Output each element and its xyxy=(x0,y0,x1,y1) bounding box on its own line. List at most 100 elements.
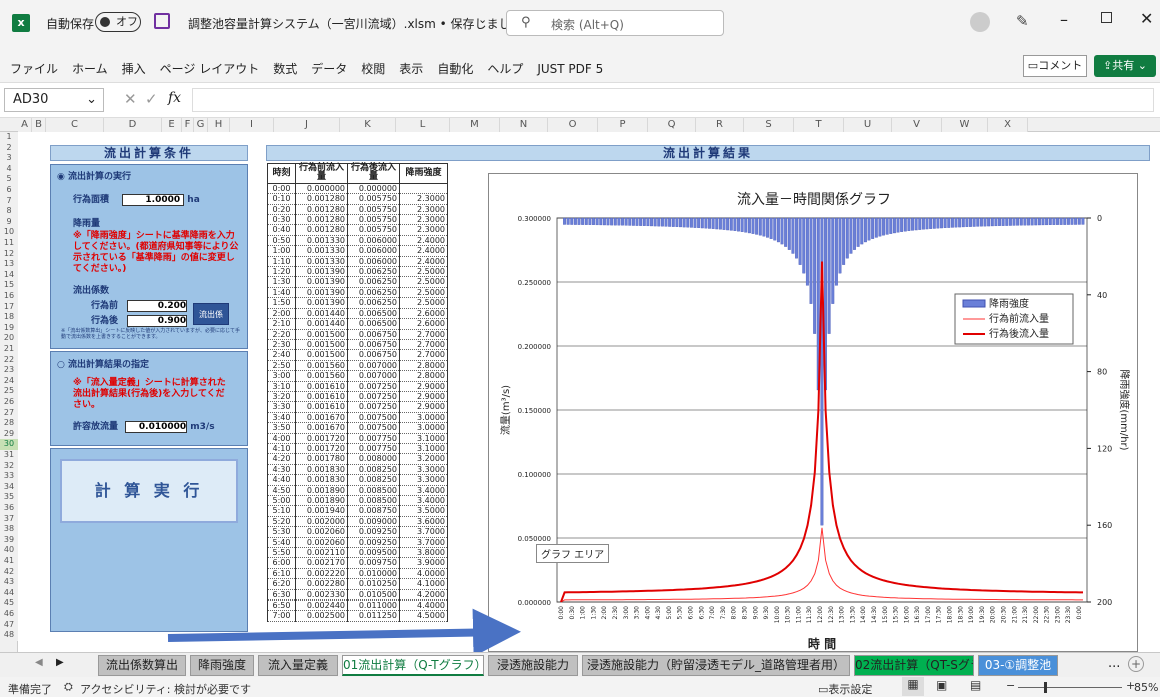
table-cell[interactable]: 0.002500 xyxy=(295,610,348,622)
table-cell[interactable]: 0.008750 xyxy=(347,505,400,517)
table-cell[interactable]: 0.000000 xyxy=(347,183,400,195)
table-cell[interactable]: 3:50 xyxy=(267,422,296,434)
comment-button[interactable]: ▭コメント xyxy=(1023,55,1087,77)
column-header[interactable]: B xyxy=(32,118,46,132)
table-cell[interactable]: 5:40 xyxy=(267,537,296,549)
column-header[interactable]: T xyxy=(794,118,844,132)
table-cell[interactable]: 1:20 xyxy=(267,266,296,278)
table-cell[interactable]: 0.006000 xyxy=(347,256,400,268)
table-cell[interactable]: 6:20 xyxy=(267,578,296,590)
row-header[interactable]: 32 xyxy=(0,460,18,472)
table-cell[interactable]: 1:10 xyxy=(267,256,296,268)
row-header[interactable]: 45 xyxy=(0,598,18,609)
table-cell[interactable]: 0.006250 xyxy=(347,297,400,309)
coef-after-field[interactable]: 0.900 xyxy=(127,315,188,327)
opt1-row[interactable]: ◉ 流出計算の実行 xyxy=(57,169,241,182)
table-cell[interactable]: 2.4000 xyxy=(399,256,448,268)
sheet-tab[interactable]: 03-①調整池 xyxy=(978,655,1058,676)
table-cell[interactable]: 0.006500 xyxy=(347,308,400,320)
table-cell[interactable]: 0.009750 xyxy=(347,557,400,569)
table-cell[interactable]: 0.006000 xyxy=(347,245,400,257)
autosave-toggle[interactable]: オフ xyxy=(95,12,141,32)
table-cell[interactable]: 0.001720 xyxy=(295,433,348,444)
row-header[interactable]: 31 xyxy=(0,450,18,461)
column-header[interactable]: A xyxy=(18,118,32,132)
table-cell[interactable]: 2.9000 xyxy=(399,381,448,392)
row-header[interactable]: 19 xyxy=(0,322,18,334)
table-cell[interactable]: 0.007750 xyxy=(347,433,400,444)
area-field[interactable]: 1.0000 xyxy=(122,194,185,206)
table-cell[interactable]: 6:50 xyxy=(267,600,296,612)
column-header[interactable]: J xyxy=(274,118,340,132)
table-cell[interactable]: 4.0000 xyxy=(399,568,448,580)
table-cell[interactable]: 4:50 xyxy=(267,485,296,497)
table-cell[interactable]: 0.006250 xyxy=(347,276,400,288)
table-cell[interactable]: 0.002060 xyxy=(295,526,348,538)
table-cell[interactable]: 0.009500 xyxy=(347,547,400,559)
sheet-tab[interactable]: 02流出計算（QT-Sグラフ） xyxy=(854,655,974,676)
column-header[interactable]: N xyxy=(500,118,548,132)
row-header[interactable]: 44 xyxy=(0,587,18,599)
table-cell[interactable]: 0.001890 xyxy=(295,495,348,507)
table-cell[interactable]: 2.8000 xyxy=(399,370,448,382)
table-cell[interactable]: 0.007250 xyxy=(347,391,400,403)
menu-item[interactable]: データ xyxy=(311,62,348,76)
table-cell[interactable]: 0.007250 xyxy=(347,401,400,413)
row-header[interactable]: 42 xyxy=(0,566,18,578)
table-cell[interactable]: 3.3000 xyxy=(399,464,448,476)
table-cell[interactable]: 0.005750 xyxy=(347,214,400,226)
table-cell[interactable]: 0.001500 xyxy=(295,329,348,340)
zoom-level[interactable]: 85% xyxy=(1134,681,1159,694)
table-cell[interactable]: 1:00 xyxy=(267,245,296,257)
table-cell[interactable]: 0.001280 xyxy=(295,214,348,226)
table-cell[interactable]: 0.006000 xyxy=(347,235,400,247)
table-cell[interactable] xyxy=(295,599,348,602)
menu-item[interactable]: ホーム xyxy=(72,62,108,76)
column-header[interactable]: K xyxy=(340,118,396,132)
menu-item[interactable]: 自動化 xyxy=(437,62,474,76)
row-header[interactable]: 12 xyxy=(0,248,18,260)
zoom-out-icon[interactable]: − xyxy=(1006,679,1016,692)
table-cell[interactable]: 3.4000 xyxy=(399,485,448,497)
row-header[interactable]: 35 xyxy=(0,492,18,503)
table-cell[interactable]: 0.001500 xyxy=(295,339,348,351)
sheet-tab[interactable]: 01流出計算（Q-Tグラフ） xyxy=(342,655,484,676)
row-header[interactable]: 25 xyxy=(0,386,18,397)
table-cell[interactable]: 0:30 xyxy=(267,214,296,226)
table-cell[interactable]: 6:10 xyxy=(267,568,296,580)
row-header[interactable]: 22 xyxy=(0,354,18,366)
name-box[interactable]: AD30 ⌄ xyxy=(4,88,104,112)
table-cell[interactable]: 0.009000 xyxy=(347,516,400,528)
row-header[interactable]: 40 xyxy=(0,545,18,556)
row-header[interactable]: 29 xyxy=(0,428,18,440)
table-cell[interactable]: 0.001610 xyxy=(295,401,348,413)
row-header[interactable]: 37 xyxy=(0,513,18,525)
enter-icon[interactable]: ✓ xyxy=(145,90,158,108)
table-cell[interactable]: 0.006750 xyxy=(347,329,400,340)
table-cell[interactable]: 2.8000 xyxy=(399,360,448,372)
table-cell[interactable]: 4.4000 xyxy=(399,600,448,612)
table-cell[interactable]: 0.010250 xyxy=(347,578,400,590)
table-cell[interactable]: 0.008000 xyxy=(347,453,400,465)
row-header[interactable]: 10 xyxy=(0,227,18,238)
column-header[interactable]: X xyxy=(988,118,1028,132)
sheet-tab[interactable]: 浸透施設能力（貯留浸透モデル_道路管理者用） xyxy=(582,655,850,676)
table-cell[interactable]: 2.3000 xyxy=(399,224,448,236)
table-cell[interactable]: 3.1000 xyxy=(399,433,448,444)
row-header[interactable]: 34 xyxy=(0,481,18,493)
table-cell[interactable]: 0.007250 xyxy=(347,381,400,392)
menu-item[interactable]: 挿入 xyxy=(121,62,146,76)
row-header[interactable]: 26 xyxy=(0,397,18,408)
menu-item[interactable]: 校閲 xyxy=(361,62,386,76)
table-cell[interactable]: 2:30 xyxy=(267,339,296,351)
coef-button[interactable]: 流出係 xyxy=(193,303,229,325)
table-cell[interactable]: 3.4000 xyxy=(399,495,448,507)
zoom-slider[interactable] xyxy=(1018,682,1122,693)
table-cell[interactable]: 3:30 xyxy=(267,401,296,413)
column-header[interactable]: P xyxy=(598,118,648,132)
accessibility-status[interactable]: アクセシビリティ: 検討が必要です xyxy=(80,683,251,696)
sheet-tab[interactable]: 流出係数算出 xyxy=(98,655,186,676)
table-cell[interactable]: 2.4000 xyxy=(399,245,448,257)
row-header[interactable]: 8 xyxy=(0,206,18,217)
table-cell[interactable]: 3.5000 xyxy=(399,505,448,517)
